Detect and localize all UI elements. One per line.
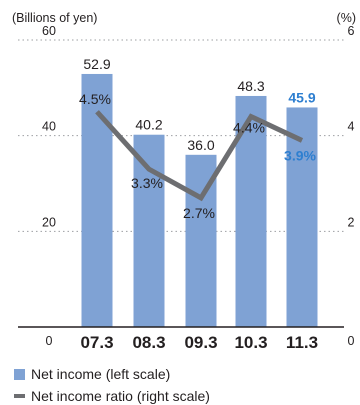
net-income-ratio-swatch	[14, 394, 25, 398]
net-income-bar-labels: 52.9 40.2 36.0 48.3 45.9	[83, 56, 315, 153]
x-tick-label-08.3: 08.3	[132, 333, 165, 352]
bar-11.3	[286, 107, 318, 327]
ratio-value-label-10.3: 4.4%	[233, 120, 265, 136]
net-income-ratio-line-group	[95, 110, 304, 202]
gridlines	[18, 39, 344, 232]
ratio-value-label-08.3: 3.3%	[131, 175, 163, 191]
right-axis-label: (%)	[337, 11, 356, 25]
left-tick-label-0: 0	[46, 334, 53, 348]
x-axis-tick-labels: 07.3 08.3 09.3 10.3 11.3	[80, 333, 318, 352]
bar-07.3	[81, 73, 113, 327]
ratio-value-label-11.3: 3.9%	[284, 147, 316, 163]
ratio-value-label-07.3: 4.5%	[79, 91, 111, 107]
legend-label-net-income: Net income (left scale)	[31, 366, 171, 382]
left-axis-ticks: 0 20 40 60	[42, 24, 56, 348]
net-income-ratio-line	[95, 110, 304, 202]
bar-08.3	[133, 134, 165, 327]
x-tick-label-11.3: 11.3	[286, 333, 318, 352]
net-income-ratio-labels: 4.5% 3.3% 2.7% 4.4% 3.9%	[79, 91, 316, 221]
bar-value-label-09.3: 36.0	[187, 137, 214, 153]
left-tick-label-20: 20	[42, 215, 56, 229]
right-tick-label-0: 0	[348, 334, 355, 348]
bar-value-label-08.3: 40.2	[135, 117, 162, 133]
right-tick-label-4: 4	[348, 120, 355, 134]
legend-item-net-income-ratio: Net income ratio (right scale)	[14, 388, 210, 404]
net-income-bars	[81, 73, 318, 327]
legend-label-net-income-ratio: Net income ratio (right scale)	[31, 388, 210, 404]
left-axis-label: (Billions of yen)	[12, 11, 97, 25]
x-tick-label-07.3: 07.3	[80, 333, 113, 352]
net-income-swatch	[14, 368, 25, 380]
x-tick-label-10.3: 10.3	[234, 333, 267, 352]
bar-value-label-11.3: 45.9	[288, 89, 315, 105]
left-tick-label-60: 60	[42, 24, 56, 38]
legend-item-net-income: Net income (left scale)	[14, 366, 170, 382]
bar-value-label-10.3: 48.3	[237, 78, 264, 94]
left-tick-label-40: 40	[42, 120, 56, 134]
bar-value-label-07.3: 52.9	[83, 56, 110, 72]
ratio-value-label-09.3: 2.7%	[183, 205, 215, 221]
right-axis-ticks: 0 2 4 6	[348, 24, 355, 348]
right-tick-label-6: 6	[348, 24, 355, 38]
x-tick-label-09.3: 09.3	[184, 333, 217, 352]
right-tick-label-2: 2	[348, 215, 355, 229]
